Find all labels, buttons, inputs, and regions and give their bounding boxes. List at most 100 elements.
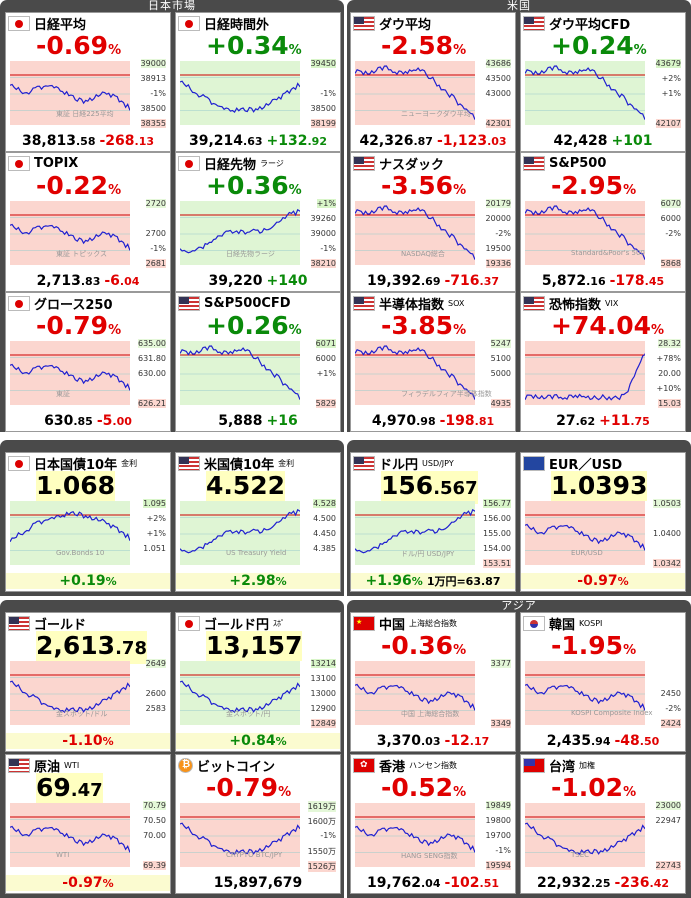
price-chart bbox=[525, 341, 645, 405]
headline-value: -3.56% bbox=[381, 171, 466, 206]
market-card[interactable]: TOPIX -0.22% 東証 トピックス 2720 2700 -1% 2681 2,713.… bbox=[5, 152, 171, 292]
tick-label: 13000 bbox=[310, 689, 336, 698]
market-card[interactable]: ゴールド円 ｽﾎﾟ 13,157 金スポット/円 13214 13100 13000 1290… bbox=[175, 612, 341, 752]
card-header: 日本国債10年 金利 bbox=[8, 454, 138, 473]
axis-ticks: 70.79 70.50 70.00 69.39 bbox=[126, 799, 168, 879]
us-flag-icon bbox=[353, 455, 375, 471]
card-footer: 42,326.87 -1,123.03 bbox=[351, 133, 515, 149]
price-chart bbox=[525, 201, 645, 265]
headline-value: -1.02% bbox=[551, 773, 636, 808]
footer-change-decimal: .00 bbox=[112, 415, 132, 428]
price-line bbox=[525, 523, 645, 551]
footer-value: +1.96 bbox=[365, 573, 412, 589]
headline-value: -0.22% bbox=[36, 171, 121, 206]
tick-label: 635.00 bbox=[138, 339, 166, 348]
headline-value: -2.95% bbox=[551, 171, 636, 206]
market-card[interactable]: ダウ平均CFD +0.24% 43679 +2% +1% 42107 42,428 +101 bbox=[520, 12, 686, 152]
instrument-subtitle: ラージ bbox=[260, 158, 284, 168]
tick-label: 4935 bbox=[490, 399, 511, 408]
market-card[interactable]: 日経時間外 +0.34% 39450 -1% 38500 38199 39,214.63 +1… bbox=[175, 12, 341, 152]
market-card[interactable]: ★ 中国 上海総合指数 -0.36% 中国 上海総合指数 3377 3349 3,370.03… bbox=[350, 612, 516, 752]
price-chart bbox=[355, 501, 475, 565]
tick-label: +10% bbox=[656, 384, 681, 393]
chart-watermark: 金スポット/ドル bbox=[56, 710, 108, 718]
axis-ticks: 23000 22947 22743 bbox=[641, 799, 683, 879]
price-chart bbox=[355, 661, 475, 725]
tick-label: 1.095 bbox=[143, 499, 166, 508]
tick-label: 15.03 bbox=[658, 399, 681, 408]
footer-change-decimal: .51 bbox=[479, 877, 500, 890]
market-card[interactable]: ドル円 USD/JPY 156.567 ドル/円 USD/JPY 156.77 156.0… bbox=[350, 452, 516, 592]
market-card[interactable]: 日経先物 ラージ +0.36% 日経先物ラージ +1% 39260 39000 -1% 3821… bbox=[175, 152, 341, 292]
card-footer: +0.84% bbox=[176, 733, 340, 749]
footer-change: -236 bbox=[614, 875, 650, 891]
footer-value: 5,888 bbox=[218, 413, 263, 429]
chart-watermark: Standard&Poor's 500 bbox=[571, 249, 645, 257]
tick-label: 4.385 bbox=[313, 544, 336, 553]
tick-label: -1% bbox=[150, 89, 166, 98]
footer-change: -48 bbox=[614, 733, 640, 749]
market-card[interactable]: グロース250 -0.79% 東証 635.00 631.80 630.00 626.21 6… bbox=[5, 292, 171, 432]
tick-label: 4.450 bbox=[313, 529, 336, 538]
footer-decimal: % bbox=[105, 575, 117, 588]
instrument-name: 米国債10年 bbox=[204, 457, 275, 473]
instrument-subtitle: 金利 bbox=[121, 458, 138, 468]
market-card[interactable]: 米国債10年 金利 4.522 US Treasury Yield 4.528 4.500… bbox=[175, 452, 341, 592]
footer-decimal: .25 bbox=[590, 877, 611, 890]
axis-ticks: 635.00 631.80 630.00 626.21 bbox=[126, 337, 168, 417]
footer-change: -12 bbox=[444, 733, 470, 749]
chart-watermark: HANG SENG指数 bbox=[401, 852, 458, 860]
headline-value: -2.58% bbox=[381, 31, 466, 66]
market-card[interactable]: 半導体指数 SOX -3.85% フィラデルフィア半導体指数 5247 5100 5000 4… bbox=[350, 292, 516, 432]
tick-label: +1% bbox=[661, 89, 681, 98]
footer-value: +0.19 bbox=[59, 573, 106, 589]
instrument-name: EUR／USD bbox=[549, 457, 623, 473]
percent-sign: % bbox=[108, 323, 122, 338]
tick-label: 2649 bbox=[145, 659, 166, 668]
footer-value: 22,932 bbox=[536, 875, 591, 891]
market-card[interactable]: 原油 WTI 69.47 WTI 70.79 70.50 70.00 69.39 -0.97% bbox=[5, 754, 171, 894]
tick-label: -1% bbox=[320, 244, 336, 253]
market-card[interactable]: 日経平均 -0.69% 東証 日経225平均 39000 38913 -1% 38500 38… bbox=[5, 12, 171, 152]
price-chart bbox=[180, 61, 300, 125]
price-chart bbox=[525, 501, 645, 565]
card-footer: 38,813.58 -268.13 bbox=[6, 133, 170, 149]
headline-value: 1.0393 bbox=[551, 471, 648, 501]
market-card[interactable]: S&P500 -2.95% Standard&Poor's 500 6070 6000 -… bbox=[520, 152, 686, 292]
headline-number: -0.79 bbox=[206, 773, 279, 802]
tick-label: -1% bbox=[320, 89, 336, 98]
instrument-subtitle: USD/JPY bbox=[422, 458, 454, 468]
footer-change: -178 bbox=[609, 273, 645, 289]
market-card[interactable]: 韓国 KOSPI -1.95% KOSPI Composite Index 2450 -2… bbox=[520, 612, 686, 752]
chart-fill-area bbox=[525, 803, 645, 867]
axis-ticks: 2720 2700 -1% 2681 bbox=[126, 197, 168, 277]
footer-decimal: .04 bbox=[420, 877, 441, 890]
tick-label: 2424 bbox=[660, 719, 681, 728]
chart-watermark: 東証 トピックス bbox=[56, 250, 108, 258]
footer-change: -198 bbox=[439, 413, 475, 429]
headline-number: +74.04 bbox=[551, 311, 652, 340]
headline-value: +0.26% bbox=[206, 311, 302, 346]
instrument-name: 韓国 bbox=[549, 617, 576, 633]
market-card[interactable]: ゴールド 2,613.78 金スポット/ドル 2649 2600 2583 -1.10% bbox=[5, 612, 171, 752]
price-chart bbox=[180, 501, 300, 565]
tick-label: 6070 bbox=[660, 199, 681, 208]
market-card[interactable]: 日本国債10年 金利 1.068 Gov.Bonds 10 1.095 +2% +1% 1.0… bbox=[5, 452, 171, 592]
footer-value: 19,762 bbox=[366, 875, 421, 891]
market-card[interactable]: EUR／USD 1.0393 EUR/USD 1.0503 1.0400 1.0342 -0… bbox=[520, 452, 686, 592]
market-card[interactable]: ナスダック -3.56% NASDAQ総合 20179 20000 -2% 19500 193… bbox=[350, 152, 516, 292]
headline-value: +74.04% bbox=[551, 311, 664, 346]
market-card[interactable]: 台湾 加権 -1.02% TSEC 23000 22947 22743 22,932.25 -2… bbox=[520, 754, 686, 894]
market-card[interactable]: 恐怖指数 VIX +74.04% 28.32 +78% 20.00 +10% 15.03 27.… bbox=[520, 292, 686, 432]
percent-sign: % bbox=[108, 183, 122, 198]
market-card[interactable]: ダウ平均 -2.58% ニューヨークダウ平均 43686 43500 43000 42301… bbox=[350, 12, 516, 152]
price-line bbox=[355, 683, 475, 711]
market-card[interactable]: S&P500CFD +0.26% 6071 6000 +1% 5829 5,888 +16 bbox=[175, 292, 341, 432]
market-card[interactable]: ✿ 香港 ハンセン指数 -0.52% HANG SENG指数 19849 19800 1970… bbox=[350, 754, 516, 894]
market-card[interactable]: ₿ ビットコイン -0.79% CRYPTO BTC/JPY 1619万 1600万 -1%… bbox=[175, 754, 341, 894]
headline-value: -1.95% bbox=[551, 631, 636, 666]
tick-label: 20000 bbox=[485, 214, 511, 223]
footer-decimal: % bbox=[102, 877, 114, 890]
tick-label: 42301 bbox=[485, 119, 511, 128]
tick-label: 19700 bbox=[485, 831, 511, 840]
